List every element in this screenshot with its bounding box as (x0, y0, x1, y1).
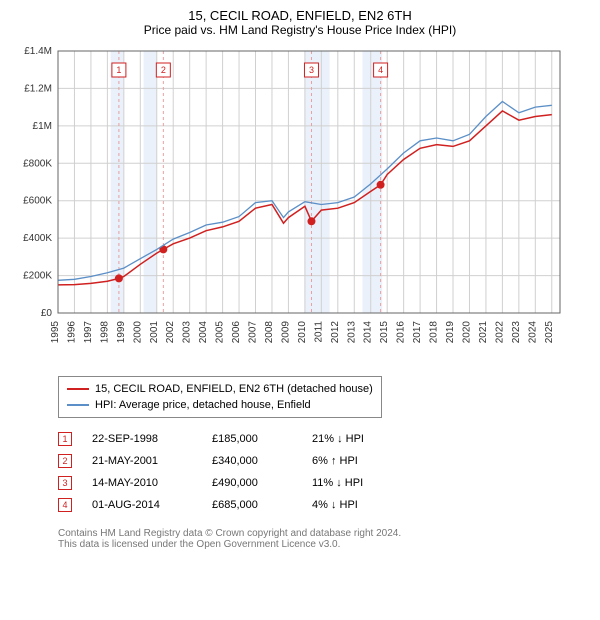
x-tick-label: 2000 (132, 321, 143, 344)
chart: £0 £200K £400K £600K £800K £1M £1.2M £1.4M 1995 1… (10, 43, 590, 368)
x-tick-label: 2004 (198, 321, 209, 344)
x-tick-label: 2010 (297, 321, 308, 344)
y-tick-label: £400K (23, 233, 52, 244)
data-point-marker (307, 217, 315, 225)
transaction-diff: 6% ↑ HPI (312, 455, 402, 467)
transaction-diff: 4% ↓ HPI (312, 499, 402, 511)
legend-swatch (67, 388, 89, 390)
y-tick-label: £0 (41, 308, 53, 319)
data-point-marker (115, 274, 123, 282)
y-tick-label: £200K (23, 271, 52, 282)
x-tick-label: 2018 (429, 321, 440, 344)
transaction-date: 21-MAY-2001 (92, 455, 192, 467)
event-marker-label: 2 (161, 65, 166, 75)
transaction-date: 01-AUG-2014 (92, 499, 192, 511)
x-tick-label: 2003 (182, 321, 193, 344)
transaction-price: £685,000 (212, 499, 292, 511)
x-tick-label: 1997 (83, 321, 94, 344)
title-block: 15, CECIL ROAD, ENFIELD, EN2 6TH Price p… (10, 8, 590, 37)
x-tick-label: 1995 (50, 321, 61, 344)
event-marker-label: 4 (378, 65, 383, 75)
x-tick-label: 1999 (116, 321, 127, 344)
transaction-row: 2 21-MAY-2001 £340,000 6% ↑ HPI (58, 450, 590, 472)
y-tick-label: £800K (23, 158, 52, 169)
x-tick-label: 2005 (215, 321, 226, 344)
legend-item: HPI: Average price, detached house, Enfi… (67, 397, 373, 413)
x-tick-label: 2020 (461, 321, 472, 344)
transaction-date: 22-SEP-1998 (92, 433, 192, 445)
transaction-date: 14-MAY-2010 (92, 477, 192, 489)
x-tick-label: 2023 (511, 321, 522, 344)
chart-container: 15, CECIL ROAD, ENFIELD, EN2 6TH Price p… (0, 0, 600, 558)
legend: 15, CECIL ROAD, ENFIELD, EN2 6TH (detach… (58, 376, 382, 418)
x-tick-label: 2019 (445, 321, 456, 344)
x-tick-label: 2011 (313, 321, 324, 343)
x-tick-label: 2021 (478, 321, 489, 344)
x-tick-label: 1998 (99, 321, 110, 344)
transactions-table: 1 22-SEP-1998 £185,000 21% ↓ HPI 2 21-MAY-200… (58, 428, 590, 516)
transaction-diff: 21% ↓ HPI (312, 433, 402, 445)
y-tick-label: £1M (33, 121, 52, 132)
transaction-marker: 3 (58, 476, 72, 490)
x-tick-label: 2001 (149, 321, 160, 344)
legend-label: 15, CECIL ROAD, ENFIELD, EN2 6TH (detach… (95, 381, 373, 397)
footer-line-2: This data is licensed under the Open Gov… (58, 539, 590, 550)
x-tick-label: 2013 (346, 321, 357, 344)
transaction-price: £490,000 (212, 477, 292, 489)
transaction-price: £340,000 (212, 455, 292, 467)
x-tick-label: 2014 (363, 321, 374, 344)
y-tick-label: £600K (23, 196, 52, 207)
chart-subtitle: Price paid vs. HM Land Registry's House … (10, 23, 590, 37)
chart-title: 15, CECIL ROAD, ENFIELD, EN2 6TH (10, 8, 590, 23)
chart-svg: £0 £200K £400K £600K £800K £1M £1.2M £1.4M 1995 1… (10, 43, 570, 363)
legend-label: HPI: Average price, detached house, Enfi… (95, 397, 311, 413)
transaction-row: 4 01-AUG-2014 £685,000 4% ↓ HPI (58, 494, 590, 516)
legend-swatch (67, 404, 89, 406)
transaction-marker: 2 (58, 454, 72, 468)
footer-note: Contains HM Land Registry data © Crown c… (58, 528, 590, 550)
transaction-diff: 11% ↓ HPI (312, 477, 402, 489)
footer-line-1: Contains HM Land Registry data © Crown c… (58, 528, 590, 539)
data-point-marker (377, 181, 385, 189)
y-tick-label: £1.4M (24, 46, 52, 57)
x-tick-label: 2024 (527, 321, 538, 344)
transaction-price: £185,000 (212, 433, 292, 445)
legend-item: 15, CECIL ROAD, ENFIELD, EN2 6TH (detach… (67, 381, 373, 397)
transaction-marker: 4 (58, 498, 72, 512)
x-tick-label: 2022 (494, 321, 505, 344)
x-tick-label: 2015 (379, 321, 390, 344)
x-tick-label: 2009 (280, 321, 291, 344)
transaction-row: 3 14-MAY-2010 £490,000 11% ↓ HPI (58, 472, 590, 494)
y-tick-label: £1.2M (24, 83, 52, 94)
x-tick-label: 2006 (231, 321, 242, 344)
x-tick-label: 2016 (396, 321, 407, 344)
event-marker-label: 1 (116, 65, 121, 75)
x-tick-label: 2008 (264, 321, 275, 344)
event-marker-label: 3 (309, 65, 314, 75)
x-tick-label: 2002 (165, 321, 176, 344)
x-tick-label: 2012 (330, 321, 341, 344)
transaction-marker: 1 (58, 432, 72, 446)
transaction-row: 1 22-SEP-1998 £185,000 21% ↓ HPI (58, 428, 590, 450)
x-tick-label: 2007 (248, 321, 259, 344)
x-tick-label: 1996 (66, 321, 77, 344)
x-tick-label: 2017 (412, 321, 423, 344)
x-tick-label: 2025 (544, 321, 555, 344)
